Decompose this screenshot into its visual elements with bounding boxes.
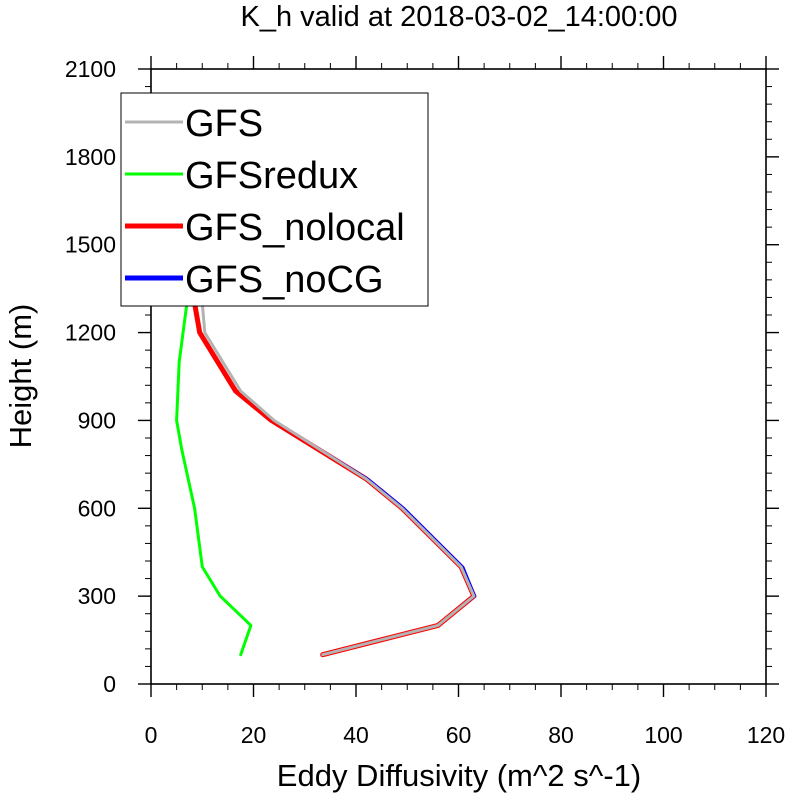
y-tick-label: 0 bbox=[103, 671, 116, 697]
y-axis-title: Height (m) bbox=[3, 304, 38, 449]
legend-label: GFS bbox=[185, 103, 263, 145]
x-tick-label: 40 bbox=[343, 722, 369, 748]
y-tick-label: 600 bbox=[78, 495, 116, 521]
y-tick-label: 1800 bbox=[65, 144, 116, 170]
y-tick-label: 1500 bbox=[65, 232, 116, 258]
axis-ticks: 0 20 40 60 80 100 1200300600900120015001800210… bbox=[65, 56, 785, 748]
y-tick-label: 300 bbox=[78, 583, 116, 609]
x-tick-label: 100 bbox=[644, 722, 682, 748]
y-tick-label: 1200 bbox=[65, 320, 116, 346]
legend: GFS GFSredux GFS_nolocal GFS_noCG bbox=[120, 92, 429, 307]
y-tick-label: 900 bbox=[78, 407, 116, 433]
legend-label: GFS_nolocal bbox=[185, 207, 405, 249]
x-tick-label: 20 bbox=[241, 722, 267, 748]
x-tick-label: 0 bbox=[145, 722, 158, 748]
legend-box bbox=[120, 92, 429, 307]
x-tick-label: 120 bbox=[747, 722, 785, 748]
chart-title: K_h valid at 2018-03-02_14:00:00 bbox=[241, 1, 678, 33]
legend-label: GFSredux bbox=[185, 155, 358, 197]
x-axis-title: Eddy Diffusivity (m^2 s^-1) bbox=[277, 758, 641, 793]
legend-label: GFS_noCG bbox=[185, 259, 384, 301]
y-tick-label: 2100 bbox=[65, 56, 116, 82]
x-tick-label: 80 bbox=[548, 722, 574, 748]
x-tick-label: 60 bbox=[446, 722, 472, 748]
